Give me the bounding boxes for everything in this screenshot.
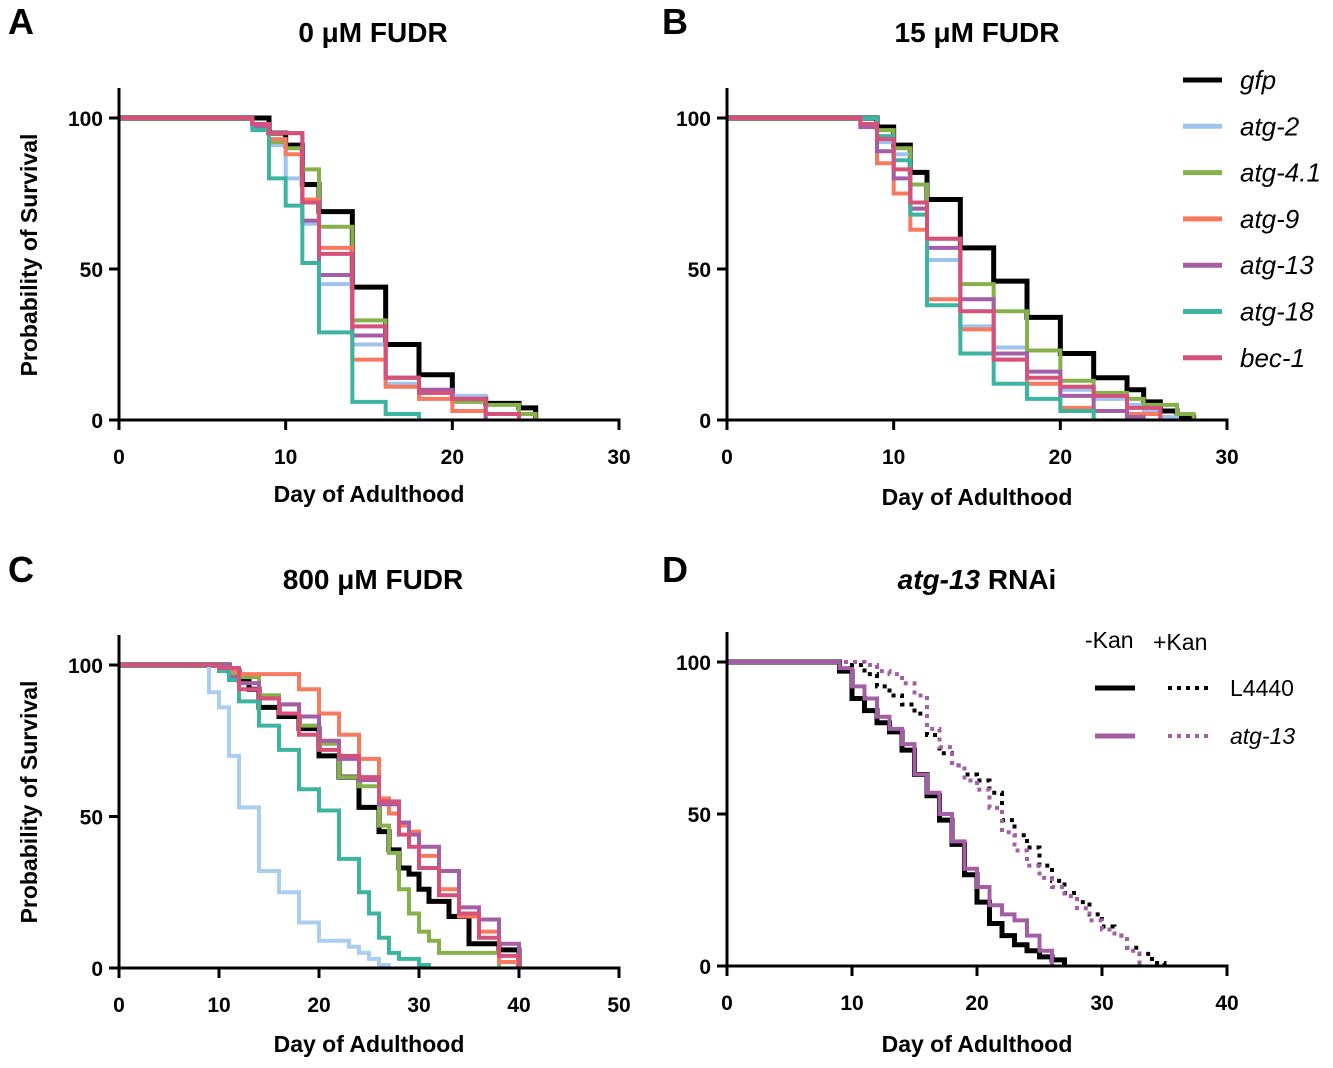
y-tick-label: 50: [80, 259, 103, 282]
panel-letter-b: B: [662, 1, 688, 42]
panel-b-series-atg-2: [727, 116, 1179, 420]
x-tick-label: 30: [607, 446, 630, 469]
y-tick-label: 0: [91, 958, 103, 981]
panel-d-series-atg-13-kan: [727, 660, 1054, 966]
x-tick-label: 10: [274, 446, 297, 469]
y-tick-label: 0: [699, 410, 711, 433]
panel-c-xlabel: Day of Adulthood: [274, 1031, 465, 1057]
panel-d-title-rest: RNAi: [980, 564, 1056, 595]
y-tick-label: 100: [676, 108, 711, 131]
legend-label-l4440: L4440: [1230, 675, 1294, 701]
panel-c-plot: 0 10 20 30 40 50 0 50 100: [68, 635, 631, 1017]
panel-a-xlabel: Day of Adulthood: [274, 481, 465, 507]
x-tick-label: 0: [721, 446, 733, 469]
legend-label-atg-18: atg-18: [1240, 297, 1314, 327]
y-tick-label: 100: [68, 108, 103, 131]
legend-label-atg-4-1: atg-4.1: [1240, 158, 1321, 188]
x-tick-label: 20: [307, 994, 330, 1017]
legend-label-atg13: atg-13: [1230, 723, 1295, 749]
panel-b-xlabel: Day of Adulthood: [882, 484, 1073, 510]
x-tick-label: 0: [113, 446, 125, 469]
panel-b-plot: 0 10 20 30 0 50 100: [676, 88, 1239, 469]
x-tick-label: 0: [721, 992, 733, 1015]
x-tick-label: 10: [207, 994, 230, 1017]
x-tick-label: 40: [1215, 992, 1238, 1015]
panel-d-xlabel: Day of Adulthood: [882, 1031, 1073, 1057]
panel-b-series-atg-18: [727, 116, 1096, 420]
x-tick-label: 10: [840, 992, 863, 1015]
x-tick-label: 30: [407, 994, 430, 1017]
y-tick-label: 100: [68, 655, 103, 678]
x-tick-label: 40: [507, 994, 530, 1017]
legend-header-minus-kan: -Kan: [1085, 627, 1134, 653]
y-tick-label: 50: [688, 804, 711, 827]
legend-label-atg-13: atg-13: [1240, 250, 1314, 280]
legend-panel-d: -Kan +Kan L4440 atg-13: [1085, 627, 1295, 749]
x-tick-label: 30: [1090, 992, 1113, 1015]
legend-panel-b: gfp atg-2 atg-4.1 atg-9 atg-13 atg-18 bec-1: [1183, 65, 1321, 373]
panel-b-series-atg-13: [727, 116, 1146, 420]
x-tick-label: 20: [441, 446, 464, 469]
x-tick-label: 30: [1215, 446, 1238, 469]
panel-d-title: atg-13 RNAi: [898, 564, 1057, 595]
panel-d-plot: 0 10 20 30 40 0 50 100: [676, 632, 1239, 1015]
panel-letter-a: A: [8, 1, 34, 42]
panel-c-ylabel: Probability of Survival: [16, 681, 42, 924]
y-tick-label: 0: [699, 956, 711, 979]
y-tick-label: 50: [80, 807, 103, 830]
legend-header-plus-kan: +Kan: [1153, 629, 1207, 655]
panel-c-series-atg-2: [119, 663, 391, 968]
panel-letter-c: C: [8, 549, 34, 590]
legend-label-atg-2: atg-2: [1240, 111, 1300, 141]
legend-label-atg-9: atg-9: [1240, 204, 1299, 234]
y-tick-label: 100: [676, 652, 711, 675]
panel-b-series-bec-1: [727, 116, 1163, 420]
panel-a-plot: 0 10 20 30 0 50 100: [68, 88, 631, 469]
x-tick-label: 0: [113, 994, 125, 1017]
panel-a-series-gfp: [119, 115, 539, 420]
x-tick-label: 10: [882, 446, 905, 469]
panel-d-series-atg-13-kan: [727, 660, 1142, 966]
panel-a-series-bec-1: [119, 116, 521, 420]
panel-c-series-bec-1: [119, 663, 521, 968]
panel-d-title-gene: atg-13: [898, 564, 981, 595]
panel-a-ylabel: Probability of Survival: [16, 134, 42, 377]
panel-a-title: 0 μM FUDR: [298, 17, 447, 48]
panel-a-series-atg-18: [119, 116, 421, 420]
x-tick-label: 20: [1049, 446, 1072, 469]
panel-b-series-atg-4-1: [727, 116, 1196, 420]
panel-a-series-atg-4-1: [119, 116, 538, 420]
legend-label-gfp: gfp: [1240, 65, 1276, 95]
panel-letter-d: D: [662, 549, 688, 590]
x-tick-label: 20: [965, 992, 988, 1015]
y-tick-label: 0: [91, 410, 103, 433]
panel-c-series-atg-18: [119, 663, 431, 968]
y-tick-label: 50: [688, 259, 711, 282]
panel-b-title: 15 μM FUDR: [895, 17, 1060, 48]
x-tick-label: 50: [607, 994, 630, 1017]
legend-label-bec-1: bec-1: [1240, 343, 1305, 373]
panel-c-title: 800 μM FUDR: [283, 564, 464, 595]
